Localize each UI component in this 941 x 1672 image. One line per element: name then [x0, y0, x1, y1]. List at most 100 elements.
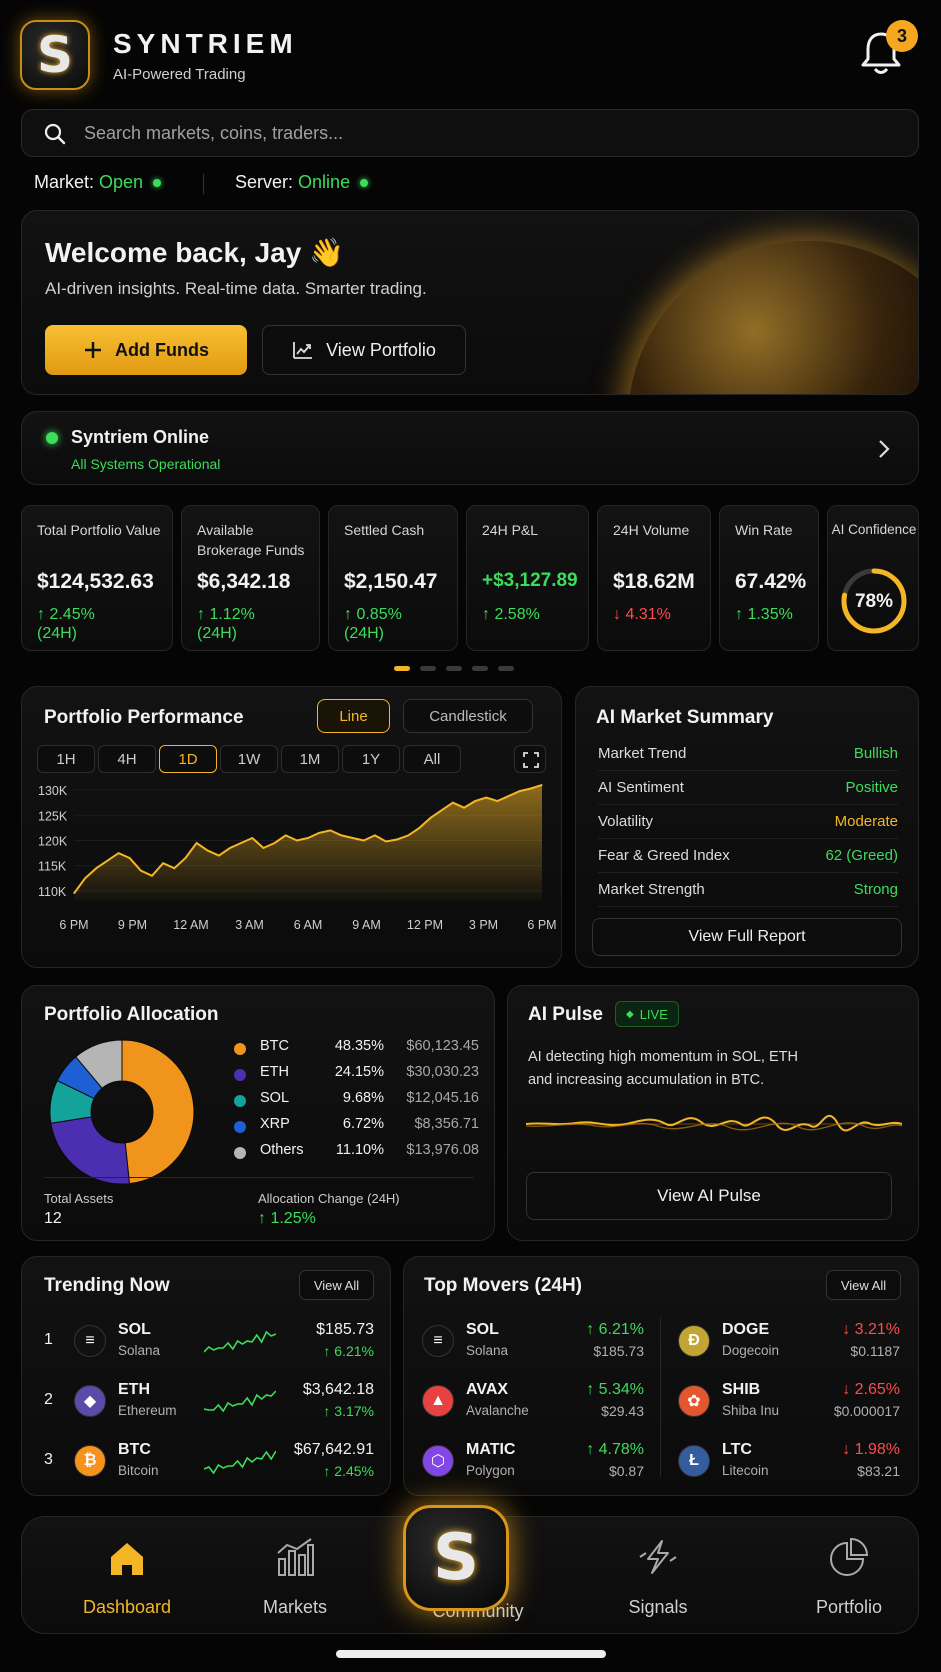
allocation-change-label: Allocation Change (24H) — [258, 1191, 400, 1206]
mover-row-matic[interactable]: ⬡ MATIC Polygon ↑ 4.78% $0.87 — [404, 1437, 660, 1487]
data-point — [84, 877, 86, 879]
legend-dot — [234, 1043, 246, 1055]
trending-price: $185.73 — [316, 1321, 374, 1338]
legend-amount: $13,976.08 — [406, 1142, 479, 1158]
mover-change: ↓ 1.98% — [842, 1441, 900, 1458]
timeframe-1h[interactable]: 1H — [37, 745, 95, 773]
sparkline — [204, 1390, 276, 1413]
mover-name: Polygon — [466, 1463, 515, 1478]
summary-row: Market Trend Bullish — [598, 737, 898, 771]
timeframe-1d[interactable]: 1D — [159, 745, 217, 773]
app-logo[interactable]: S — [20, 20, 90, 90]
pager-dot[interactable] — [446, 666, 462, 671]
legend-amount: $60,123.45 — [406, 1038, 479, 1054]
view-full-report-button[interactable]: View Full Report — [592, 918, 902, 956]
stat-change: ↑ 2.58% — [482, 606, 540, 623]
timeframe-1w[interactable]: 1W — [220, 745, 278, 773]
nav-dashboard[interactable]: Dashboard — [52, 1517, 202, 1635]
stat-ai-confidence[interactable]: AI Confidence 78% — [827, 505, 919, 651]
stat-value: $124,532.63 — [37, 570, 154, 593]
expand-button[interactable] — [514, 745, 546, 773]
movers-view-all-button[interactable]: View All — [826, 1270, 901, 1300]
data-point — [117, 852, 120, 854]
nav-portfolio[interactable]: Portfolio — [774, 1517, 924, 1635]
community-logo-button[interactable]: S — [403, 1505, 509, 1611]
nav-signals[interactable]: Signals — [583, 1517, 733, 1635]
donut-slice-eth — [50, 1116, 130, 1185]
mover-row-sol[interactable]: ≡ SOL Solana ↑ 6.21% $185.73 — [404, 1317, 660, 1367]
timeframe-4h[interactable]: 4H — [98, 745, 156, 773]
performance-card: Portfolio Performance Line Candlestick 1… — [21, 686, 562, 968]
y-tick-label: 110K — [38, 885, 67, 899]
view-portfolio-button[interactable]: View Portfolio — [262, 325, 466, 375]
bar-chart-icon — [277, 1538, 314, 1576]
add-funds-button[interactable]: Add Funds — [45, 325, 247, 375]
mover-price: $0.87 — [608, 1463, 644, 1479]
top-movers-card: Top Movers (24H) View All ≡ SOL Solana ↑ 6.… — [403, 1256, 919, 1496]
trending-price: $67,642.91 — [293, 1441, 374, 1458]
timeframe-1y[interactable]: 1Y — [342, 745, 400, 773]
app-tagline: AI-Powered Trading — [113, 66, 246, 83]
allocation-card: Portfolio Allocation BTC 48.35% $60,123.45… — [21, 985, 495, 1241]
pie-chart-icon — [830, 1537, 869, 1576]
mover-row-shib[interactable]: ✿ SHIB Shiba Inu ↓ 2.65% $0.000017 — [660, 1377, 916, 1427]
toggle-line[interactable]: Line — [317, 699, 390, 733]
timeframe-all[interactable]: All — [403, 745, 461, 773]
data-point — [307, 837, 309, 839]
search-bar — [21, 109, 919, 157]
stat-label: 24H P&L — [482, 522, 539, 538]
ai-pulse-text: AI detecting high momentum in SOL, ETH an… — [528, 1049, 798, 1088]
server-status-label: Server: — [235, 172, 294, 192]
trending-row[interactable]: 1 ≡ SOL Solana $185.73 ↑ 6.21% — [22, 1317, 392, 1367]
mover-price: $185.73 — [593, 1343, 644, 1359]
chevron-right-icon — [879, 440, 890, 458]
home-icon — [111, 1543, 143, 1575]
nav-markets[interactable]: Markets — [220, 1517, 370, 1635]
stat-total-portfolio[interactable]: Total Portfolio Value $124,532.63 ↑ 2.45… — [21, 505, 173, 651]
view-ai-pulse-button[interactable]: View AI Pulse — [526, 1172, 892, 1220]
mover-row-ltc[interactable]: Ł LTC Litecoin ↓ 1.98% $83.21 — [660, 1437, 916, 1487]
data-point — [184, 857, 187, 859]
data-point — [463, 807, 465, 809]
pager-dot[interactable] — [498, 666, 514, 671]
trending-row[interactable]: 2 ◆ ETH Ethereum $3,642.18 ↑ 3.17% — [22, 1377, 392, 1427]
timeframe-1m[interactable]: 1M — [281, 745, 339, 773]
data-point — [262, 847, 265, 849]
pager-dot-active[interactable] — [394, 666, 410, 671]
stat-settled-cash[interactable]: Settled Cash $2,150.47 ↑ 0.85% (24H) — [328, 505, 458, 651]
system-subtitle: All Systems Operational — [71, 456, 221, 472]
system-status-card[interactable]: Syntriem Online All Systems Operational — [21, 411, 919, 485]
legend-item-xrp: XRP 6.72% $8,356.71 — [234, 1116, 479, 1138]
globe-image — [628, 241, 918, 394]
pager-dot[interactable] — [420, 666, 436, 671]
data-point — [207, 849, 209, 852]
stat-pnl[interactable]: 24H P&L +$3,127.89 ↑ 2.58% — [466, 505, 589, 651]
mover-price: $0.000017 — [833, 1403, 900, 1419]
notification-badge[interactable]: 3 — [886, 20, 918, 52]
logo-letter: S — [36, 26, 73, 84]
legend-item-eth: ETH 24.15% $30,030.23 — [234, 1064, 479, 1086]
chart-up-icon — [293, 342, 313, 359]
legend-item-sol: SOL 9.68% $12,045.16 — [234, 1090, 479, 1112]
data-point — [385, 840, 387, 843]
stat-value: $18.62M — [613, 570, 695, 593]
trending-view-all-button[interactable]: View All — [299, 1270, 374, 1300]
search-input[interactable] — [84, 110, 884, 156]
mover-symbol: DOGE — [722, 1321, 770, 1338]
mover-symbol: SHIB — [722, 1381, 761, 1398]
home-indicator[interactable] — [336, 1650, 606, 1658]
stat-win-rate[interactable]: Win Rate 67.42% ↑ 1.35% — [719, 505, 819, 651]
pager-dot[interactable] — [472, 666, 488, 671]
data-point — [507, 795, 510, 797]
data-point — [407, 834, 409, 837]
market-status-value: Open — [99, 172, 144, 192]
stat-brokerage-funds[interactable]: Available Brokerage Funds $6,342.18 ↑ 1.… — [181, 505, 320, 651]
toggle-candlestick[interactable]: Candlestick — [403, 699, 533, 733]
mover-row-doge[interactable]: Ð DOGE Dogecoin ↓ 3.21% $0.1187 — [660, 1317, 916, 1367]
trending-row[interactable]: 3 ₿ BTC Bitcoin $67,642.91 ↑ 2.45% — [22, 1437, 392, 1487]
stat-volume[interactable]: 24H Volume $18.62M ↓ 4.31% — [597, 505, 711, 651]
trending-rank: 2 — [44, 1391, 53, 1408]
ltc-coin-icon: Ł — [678, 1445, 710, 1477]
mover-name: Litecoin — [722, 1463, 769, 1478]
mover-row-avax[interactable]: ▲ AVAX Avalanche ↑ 5.34% $29.43 — [404, 1377, 660, 1427]
